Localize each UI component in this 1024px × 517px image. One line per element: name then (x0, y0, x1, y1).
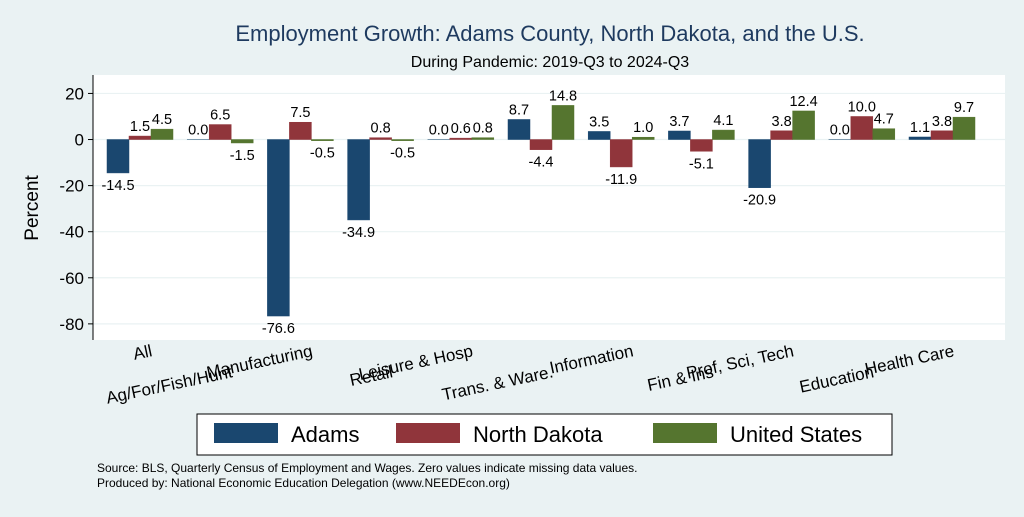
data-label: -4.4 (529, 155, 554, 171)
data-label: 1.1 (910, 120, 930, 136)
bar-adams (267, 140, 289, 317)
bar-north-dakota (530, 140, 552, 150)
bar-adams (588, 131, 610, 139)
x-tick-label: All (131, 341, 153, 364)
bar-north-dakota (610, 140, 632, 167)
data-label: 8.7 (509, 102, 529, 118)
bar-north-dakota (129, 136, 151, 139)
chart-subtitle: During Pandemic: 2019-Q3 to 2024-Q3 (411, 54, 689, 71)
legend-key-united-states (653, 423, 717, 443)
bar-united-states (311, 140, 333, 141)
data-label: 1.5 (130, 119, 150, 135)
bar-united-states (231, 140, 253, 143)
bar-adams (749, 140, 771, 188)
data-label: 3.7 (669, 114, 689, 130)
legend-key-north-dakota (396, 423, 460, 443)
bar-united-states (712, 130, 734, 139)
x-tick-label: Information (548, 341, 635, 377)
bar-north-dakota (931, 131, 953, 140)
legend-label: Adams (291, 422, 359, 447)
x-tick-label: Health Care (863, 341, 956, 378)
data-label: 0.6 (451, 121, 471, 137)
data-label: 0.0 (188, 123, 208, 139)
bar-north-dakota (851, 116, 873, 139)
y-axis-label: Percent (22, 175, 43, 241)
y-tick-label: 0 (75, 131, 84, 150)
bar-united-states (472, 138, 494, 140)
bar-united-states (793, 111, 815, 140)
x-tick-label: Prof, Sci, Tech (685, 341, 796, 382)
x-tick-label: Leisure & Hosp (357, 341, 475, 384)
data-label: 4.5 (152, 112, 172, 128)
bar-united-states (392, 140, 414, 141)
data-label: 3.8 (772, 114, 792, 130)
bar-north-dakota (209, 125, 231, 140)
y-tick-label: -60 (59, 269, 84, 288)
bar-united-states (632, 137, 654, 139)
bar-north-dakota (450, 138, 472, 139)
x-tick-label: Manufacturing (205, 341, 314, 382)
data-label: -76.6 (262, 321, 295, 337)
legend: Adams North Dakota United States (197, 414, 892, 455)
data-label: -1.5 (230, 148, 255, 164)
bar-adams (508, 119, 530, 139)
y-axis: 20 0 -20 -40 -60 -80 (59, 84, 93, 333)
y-tick-label: -80 (59, 315, 84, 334)
bar-north-dakota (370, 138, 392, 140)
bar-adams (668, 131, 690, 140)
legend-label: United States (730, 422, 862, 447)
data-label: 0.8 (473, 121, 493, 137)
data-label: 12.4 (789, 94, 817, 110)
data-label: 7.5 (290, 105, 310, 121)
y-tick-label: 20 (65, 84, 84, 103)
data-label: 14.8 (549, 88, 577, 104)
data-label: -34.9 (342, 225, 375, 241)
data-label: -20.9 (743, 193, 776, 209)
data-label: 1.0 (633, 120, 653, 136)
data-label: 9.7 (954, 100, 974, 116)
data-label: -14.5 (101, 178, 134, 194)
bar-north-dakota (289, 122, 311, 139)
data-label: 0.0 (429, 123, 449, 139)
data-label: 10.0 (848, 99, 876, 115)
y-tick-label: -40 (59, 223, 84, 242)
bar-adams (909, 137, 931, 140)
x-tick-label: Trans. & Ware. (440, 362, 555, 404)
bar-north-dakota (690, 140, 712, 152)
data-label: 4.7 (874, 112, 894, 128)
data-label: -11.9 (605, 172, 637, 188)
data-label: 4.1 (713, 113, 733, 129)
bar-adams (348, 140, 370, 220)
data-label: -5.1 (689, 156, 714, 172)
data-label: 0.8 (371, 121, 391, 137)
data-label: 3.5 (589, 114, 609, 130)
y-tick-label: -20 (59, 177, 84, 196)
bar-north-dakota (771, 131, 793, 140)
source-note: Source: BLS, Quarterly Census of Employm… (97, 461, 637, 475)
bar-united-states (151, 129, 173, 139)
data-label: -0.5 (310, 146, 335, 162)
bar-united-states (873, 129, 895, 140)
data-label: 6.5 (210, 108, 230, 124)
chart-title: Employment Growth: Adams County, North D… (235, 21, 864, 46)
bar-adams (107, 140, 129, 173)
legend-key-adams (214, 423, 278, 443)
produced-by-note: Produced by: National Economic Education… (97, 476, 510, 490)
bar-united-states (953, 117, 975, 139)
data-label: 0.0 (830, 123, 850, 139)
data-label: -0.5 (390, 146, 415, 162)
data-label: 3.8 (932, 114, 952, 130)
bar-united-states (552, 105, 574, 139)
legend-label: North Dakota (473, 422, 603, 447)
